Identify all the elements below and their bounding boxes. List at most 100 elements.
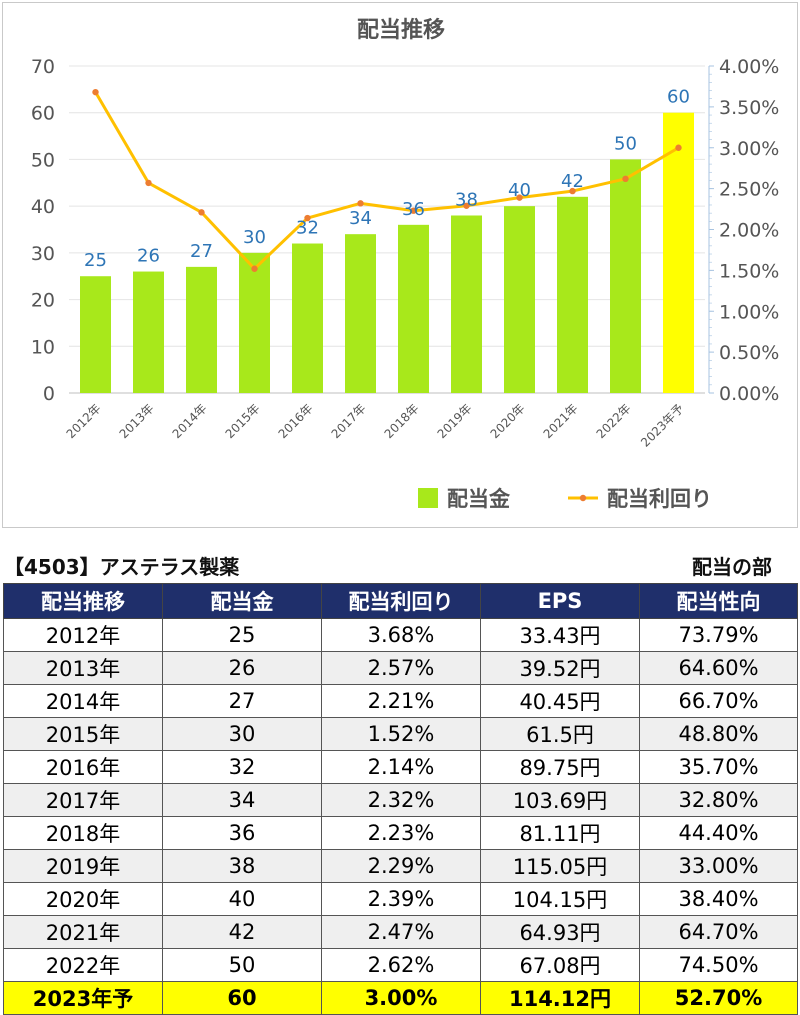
x-category-label: 2015年 — [223, 401, 263, 441]
table-cell: 2.23% — [321, 816, 481, 850]
yield-point — [569, 187, 576, 195]
bar — [504, 206, 535, 393]
table-cell: 30 — [162, 717, 322, 751]
table-row: 2013年 26 2.57% 39.52円 64.60% — [3, 651, 798, 685]
header-year: 配当推移 — [3, 583, 163, 619]
y-left-tick-label: 50 — [31, 149, 55, 171]
y-right-tick-label: 1.00% — [719, 301, 779, 323]
table-row: 2023年予 60 3.00% 114.12円 52.70% — [3, 981, 798, 1015]
company-title: 【4503】アステラス製薬 — [4, 555, 240, 579]
bar-data-label: 42 — [561, 171, 584, 192]
bar-data-label: 50 — [614, 133, 637, 154]
yield-point — [357, 200, 364, 207]
table-cell: 50 — [162, 948, 322, 982]
bar-data-label: 26 — [137, 246, 160, 267]
table-row: 2018年 36 2.23% 81.11円 44.40% — [3, 816, 798, 850]
y-right-tick-label: 3.00% — [719, 138, 779, 160]
y-left-tick-label: 30 — [31, 243, 55, 265]
table-cell: 32.80% — [639, 783, 798, 817]
dividend-chart: 配当推移 0 10 20 30 40 50 60 70 0.00% 0.50% 1.00% 1.50% 2… — [31, 17, 780, 511]
table-cell: 2018年 — [3, 816, 163, 850]
table-cell: 64.70% — [639, 915, 798, 949]
table-cell: 2016年 — [3, 750, 163, 784]
table-cell: 2.32% — [321, 783, 481, 817]
table-cell: 64.60% — [639, 651, 798, 685]
table-row: 2012年 25 3.68% 33.43円 73.79% — [3, 618, 798, 652]
table-cell: 33.00% — [639, 849, 798, 883]
table-header-row: 配当推移 配当金 配当利回り EPS 配当性向 — [3, 583, 798, 619]
table-cell: 42 — [162, 915, 322, 949]
y-right-tick-label: 3.50% — [719, 97, 779, 119]
bar-data-label: 36 — [402, 199, 425, 220]
bar — [345, 234, 376, 393]
y-right-tick-label: 2.50% — [719, 179, 779, 201]
table-cell: 3.68% — [321, 618, 481, 652]
x-category-label: 2017年 — [329, 401, 369, 441]
table-cell: 64.93円 — [480, 915, 640, 949]
section-title: 配当の部 — [692, 555, 772, 579]
table-cell: 32 — [162, 750, 322, 784]
table-cell: 2.21% — [321, 684, 481, 718]
table-cell: 48.80% — [639, 717, 798, 751]
yield-point — [410, 207, 417, 214]
table-cell: 2012年 — [3, 618, 163, 652]
table-cell: 2013年 — [3, 651, 163, 685]
x-category-label: 2023年予 — [638, 401, 686, 449]
x-category-label: 2019年 — [435, 401, 475, 441]
table-cell: 27 — [162, 684, 322, 718]
chart-panel: 配当推移 0 10 20 30 40 50 60 70 0.00% 0.50% 1.00% 1.50% 2… — [2, 2, 798, 528]
table-cell: 2.39% — [321, 882, 481, 916]
yield-point — [304, 214, 311, 222]
table-cell: 2.14% — [321, 750, 481, 784]
bar — [663, 112, 694, 393]
x-category-label: 2018年 — [382, 401, 422, 441]
table-cell: 2.62% — [321, 948, 481, 982]
legend-bar-label: 配当金 — [447, 487, 511, 511]
x-category-label: 2016年 — [276, 401, 316, 441]
table-row: 2017年 34 2.32% 103.69円 32.80% — [3, 783, 798, 817]
table-cell: 66.70% — [639, 684, 798, 718]
y-left-tick-label: 10 — [31, 336, 55, 358]
table-cell: 81.11円 — [480, 816, 640, 850]
table-cell: 2023年予 — [3, 981, 163, 1015]
table-cell: 104.15円 — [480, 882, 640, 916]
header-dividend: 配当金 — [162, 583, 322, 619]
table-row: 2016年 32 2.14% 89.75円 35.70% — [3, 750, 798, 784]
y-left-tick-label: 40 — [31, 196, 55, 218]
table-cell: 60 — [162, 981, 322, 1015]
table-cell: 40 — [162, 882, 322, 916]
yield-point — [251, 265, 258, 272]
header-payout: 配当性向 — [639, 583, 798, 619]
table-cell: 26 — [162, 651, 322, 685]
legend-line-marker — [579, 494, 587, 502]
header-yield: 配当利回り — [321, 583, 481, 619]
table-cell: 35.70% — [639, 750, 798, 784]
table-cell: 2019年 — [3, 849, 163, 883]
x-category-label: 2020年 — [488, 401, 528, 441]
bar — [80, 276, 111, 393]
bar-data-label: 40 — [508, 180, 531, 201]
table-cell: 2.29% — [321, 849, 481, 883]
yield-point — [622, 175, 629, 183]
x-category-label: 2021年 — [541, 401, 581, 441]
x-category-label: 2013年 — [117, 401, 157, 441]
table-cell: 2017年 — [3, 783, 163, 817]
table-row: 2015年 30 1.52% 61.5円 48.80% — [3, 717, 798, 751]
bar-data-label: 30 — [243, 227, 266, 248]
table-row: 2020年 40 2.39% 104.15円 38.40% — [3, 882, 798, 916]
bar-data-label: 60 — [667, 87, 690, 108]
y-right-tick-label: 4.00% — [719, 56, 779, 78]
table-cell: 39.52円 — [480, 651, 640, 685]
table-row: 2022年 50 2.62% 67.08円 74.50% — [3, 948, 798, 982]
bar-data-label: 27 — [190, 241, 213, 262]
bar — [292, 243, 323, 393]
yield-point — [463, 202, 470, 209]
bar — [398, 224, 429, 393]
y-right-tick-label: 0.00% — [719, 383, 779, 405]
bar-data-label: 34 — [349, 208, 372, 229]
y-left-tick-label: 20 — [31, 290, 55, 312]
bar — [610, 159, 641, 393]
y-left-tick-label: 70 — [31, 56, 55, 78]
dividend-table: 配当推移 配当金 配当利回り EPS 配当性向 2012年 25 3.68% 33.4… — [3, 583, 798, 1015]
table-cell: 1.52% — [321, 717, 481, 751]
